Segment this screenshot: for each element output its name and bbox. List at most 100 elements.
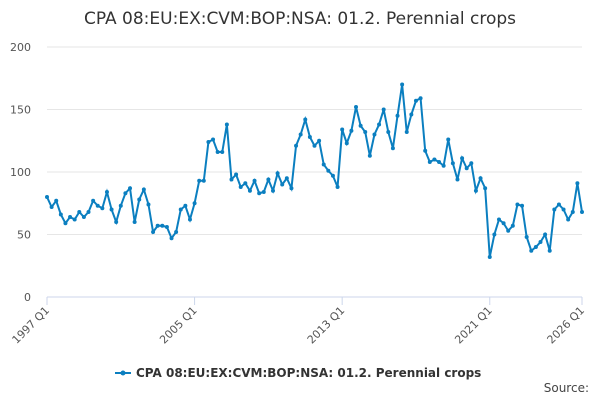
point	[280, 182, 285, 187]
point	[54, 198, 59, 203]
point	[330, 173, 335, 178]
point	[423, 148, 428, 153]
point	[141, 187, 146, 192]
point	[137, 197, 142, 202]
point	[284, 176, 289, 181]
point	[455, 177, 460, 182]
x-tick-label: 2013 Q1	[305, 304, 348, 347]
point	[372, 132, 377, 137]
point	[377, 122, 382, 127]
point	[515, 202, 520, 207]
point	[386, 130, 391, 134]
point	[344, 141, 349, 146]
point	[123, 191, 128, 196]
legend-label: CPA 08:EU:EX:CVM:BOP:NSA: 01.2. Perennia…	[136, 366, 481, 380]
point	[229, 177, 234, 182]
point	[381, 107, 386, 112]
point	[543, 232, 548, 237]
point	[155, 223, 160, 228]
point	[520, 203, 525, 208]
point	[538, 240, 543, 244]
point	[473, 188, 478, 193]
chart-title: CPA 08:EU:EX:CVM:BOP:NSA: 01.2. Perennia…	[84, 9, 516, 29]
point	[506, 228, 511, 233]
point	[104, 190, 109, 194]
point	[174, 230, 179, 234]
point	[132, 220, 137, 224]
y-tick-label: 150	[10, 104, 31, 117]
point	[358, 123, 363, 128]
point	[146, 202, 151, 207]
point	[400, 82, 405, 87]
source-label: Source:	[544, 381, 589, 395]
point	[460, 156, 465, 161]
point	[95, 203, 100, 208]
point	[437, 160, 442, 164]
point	[529, 248, 534, 253]
point	[307, 135, 312, 139]
point	[298, 132, 303, 137]
point	[294, 143, 299, 148]
point	[418, 96, 423, 101]
point	[533, 245, 538, 249]
point	[580, 210, 584, 214]
point	[151, 230, 156, 234]
x-tick-label: 1997 Q1	[10, 304, 53, 347]
point	[243, 181, 248, 186]
point	[275, 171, 280, 176]
point	[312, 143, 317, 148]
point	[354, 105, 359, 109]
point	[234, 172, 239, 177]
point	[270, 188, 275, 193]
point	[100, 206, 105, 211]
point	[247, 188, 252, 193]
point	[164, 225, 169, 229]
point	[349, 128, 354, 133]
point	[547, 248, 552, 253]
point	[441, 163, 446, 168]
point	[510, 223, 515, 228]
point	[220, 150, 225, 154]
point	[321, 162, 326, 167]
point	[169, 236, 174, 241]
point	[317, 138, 322, 143]
point	[524, 235, 529, 239]
point	[409, 112, 414, 117]
point	[492, 232, 497, 237]
point	[335, 185, 340, 189]
point	[501, 221, 506, 226]
legend-marker	[120, 370, 126, 376]
point	[496, 217, 501, 222]
point	[178, 207, 183, 212]
point	[326, 168, 331, 173]
point	[303, 117, 308, 122]
y-tick-label: 100	[10, 166, 31, 179]
point	[81, 215, 86, 219]
point	[187, 217, 192, 222]
point	[91, 198, 96, 203]
x-tick-label: 2005 Q1	[157, 304, 200, 347]
point	[390, 146, 395, 151]
point	[432, 157, 437, 162]
point	[427, 160, 432, 164]
point	[450, 161, 455, 166]
point	[266, 177, 271, 182]
point	[45, 195, 49, 199]
point	[118, 203, 123, 208]
point	[128, 186, 133, 191]
point	[483, 186, 488, 191]
y-tick-label: 0	[24, 291, 31, 304]
point	[257, 191, 262, 196]
point	[561, 207, 566, 212]
point	[404, 130, 409, 134]
x-tick-label: 2026 Q1	[545, 304, 588, 347]
point	[413, 98, 418, 103]
point	[215, 150, 220, 154]
point	[363, 130, 368, 134]
point	[575, 181, 580, 186]
point	[77, 210, 82, 214]
y-tick-label: 200	[10, 41, 31, 54]
point	[86, 210, 91, 214]
point	[72, 217, 77, 222]
